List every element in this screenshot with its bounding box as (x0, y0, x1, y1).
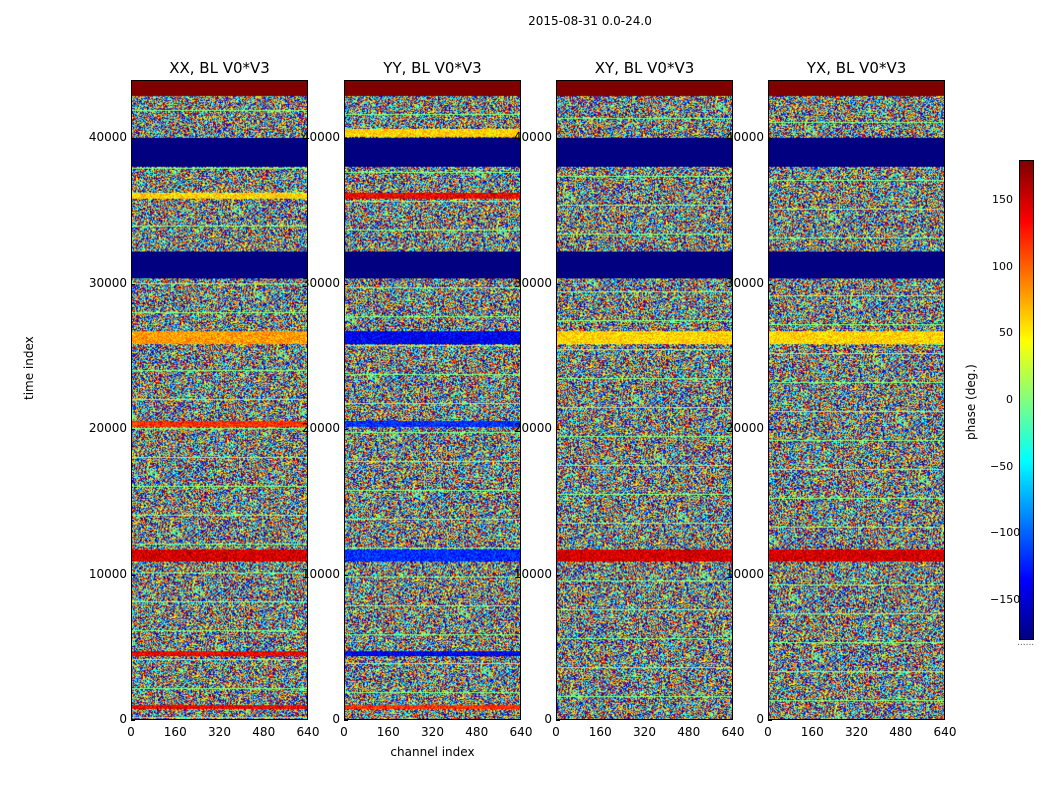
colorbar-tick-label: −150 (990, 593, 1021, 606)
heatmap-canvas-yy (345, 81, 520, 719)
colorbar-dots: ...... (1017, 638, 1035, 648)
panel-title-xx: XX, BL V0*V3 (169, 59, 270, 77)
y-tick-mark (768, 574, 772, 576)
y-tick-label: 20000 (513, 421, 552, 436)
x-tick-label: 640 (933, 725, 957, 739)
y-tick-mark (131, 429, 135, 431)
x-tick-label: 480 (677, 725, 701, 739)
heatmap-panel-yy (344, 80, 521, 720)
y-tick-mark (556, 720, 560, 721)
x-tick-label: 480 (252, 725, 276, 739)
y-tick-mark (344, 283, 348, 285)
y-tick-label: 30000 (513, 275, 552, 290)
colorbar-tick-label: −50 (990, 459, 1014, 473)
x-tick-label: 0 (127, 725, 135, 739)
panel-title-xy: XY, BL V0*V3 (594, 59, 695, 77)
heatmap-canvas-xx (132, 81, 307, 719)
y-tick-mark (131, 574, 135, 576)
y-tick-label: 20000 (301, 421, 340, 436)
x-tick-label: 640 (509, 725, 533, 739)
x-tick-label: 160 (163, 725, 187, 739)
colorbar-gradient (1020, 161, 1033, 639)
y-tick-label: 10000 (88, 566, 127, 581)
y-tick-label: 0 (119, 712, 127, 726)
x-tick-label: 0 (340, 725, 348, 739)
x-tick-label: 0 (764, 725, 772, 739)
heatmap-panel-xx (131, 80, 308, 720)
y-tick-label: 0 (544, 712, 552, 726)
colorbar-tick-label: 150 (992, 193, 1013, 206)
x-tick-label: 640 (296, 725, 320, 739)
colorbar-tick-label: 0 (1006, 393, 1013, 406)
x-tick-label: 160 (588, 725, 612, 739)
y-tick-label: 30000 (725, 275, 764, 290)
x-tick-label: 160 (800, 725, 824, 739)
figure-suptitle: 2015-08-31 0.0-24.0 (528, 14, 652, 28)
y-tick-mark (556, 138, 560, 140)
y-tick-label: 20000 (725, 421, 764, 436)
x-tick-label: 320 (421, 725, 444, 739)
colorbar-tick-label: 50 (999, 326, 1013, 340)
y-tick-mark (556, 283, 560, 285)
y-tick-mark (131, 283, 135, 285)
heatmap-canvas-xy (557, 81, 732, 719)
y-tick-label: 40000 (513, 130, 552, 145)
x-tick-label: 160 (376, 725, 400, 739)
y-tick-mark (556, 574, 560, 576)
x-tick-label: 480 (889, 725, 913, 739)
heatmap-panel-yx (768, 80, 945, 720)
heatmap-panel-xy (556, 80, 733, 720)
y-axis-label: time index (22, 336, 36, 400)
y-tick-label: 30000 (88, 275, 127, 290)
y-tick-label: 20000 (88, 421, 127, 436)
y-tick-label: 10000 (513, 566, 552, 581)
y-tick-label: 10000 (301, 566, 340, 581)
y-tick-mark (768, 429, 772, 431)
x-tick-label: 480 (465, 725, 489, 739)
y-tick-label: 40000 (725, 130, 764, 145)
x-tick-label: 320 (845, 725, 868, 739)
y-tick-label: 0 (756, 712, 764, 726)
x-tick-label: 640 (721, 725, 745, 739)
y-tick-mark (344, 429, 348, 431)
colorbar-tick-label: −100 (990, 526, 1021, 540)
y-tick-mark (131, 138, 135, 140)
y-tick-mark (768, 283, 772, 285)
y-tick-label: 40000 (88, 130, 127, 145)
panel-title-yy: YY, BL V0*V3 (383, 59, 482, 77)
x-tick-label: 320 (208, 725, 231, 739)
y-tick-label: 40000 (301, 130, 340, 145)
y-tick-mark (768, 138, 772, 140)
panel-title-yx: YX, BL V0*V3 (806, 59, 907, 77)
x-tick-label: 320 (633, 725, 656, 739)
y-tick-mark (556, 429, 560, 431)
y-tick-mark (768, 720, 772, 721)
y-tick-label: 30000 (301, 275, 340, 290)
heatmap-canvas-yx (769, 81, 944, 719)
x-axis-label: channel index (390, 745, 475, 759)
y-tick-label: 10000 (725, 566, 764, 581)
colorbar-label: phase (deg.) (964, 364, 978, 440)
colorbar-tick-label: 100 (992, 259, 1013, 273)
y-tick-mark (131, 720, 135, 721)
y-tick-mark (344, 138, 348, 140)
y-tick-mark (344, 720, 348, 721)
colorbar (1019, 160, 1034, 640)
x-tick-label: 0 (552, 725, 560, 739)
y-tick-label: 0 (332, 712, 340, 726)
y-tick-mark (344, 574, 348, 576)
